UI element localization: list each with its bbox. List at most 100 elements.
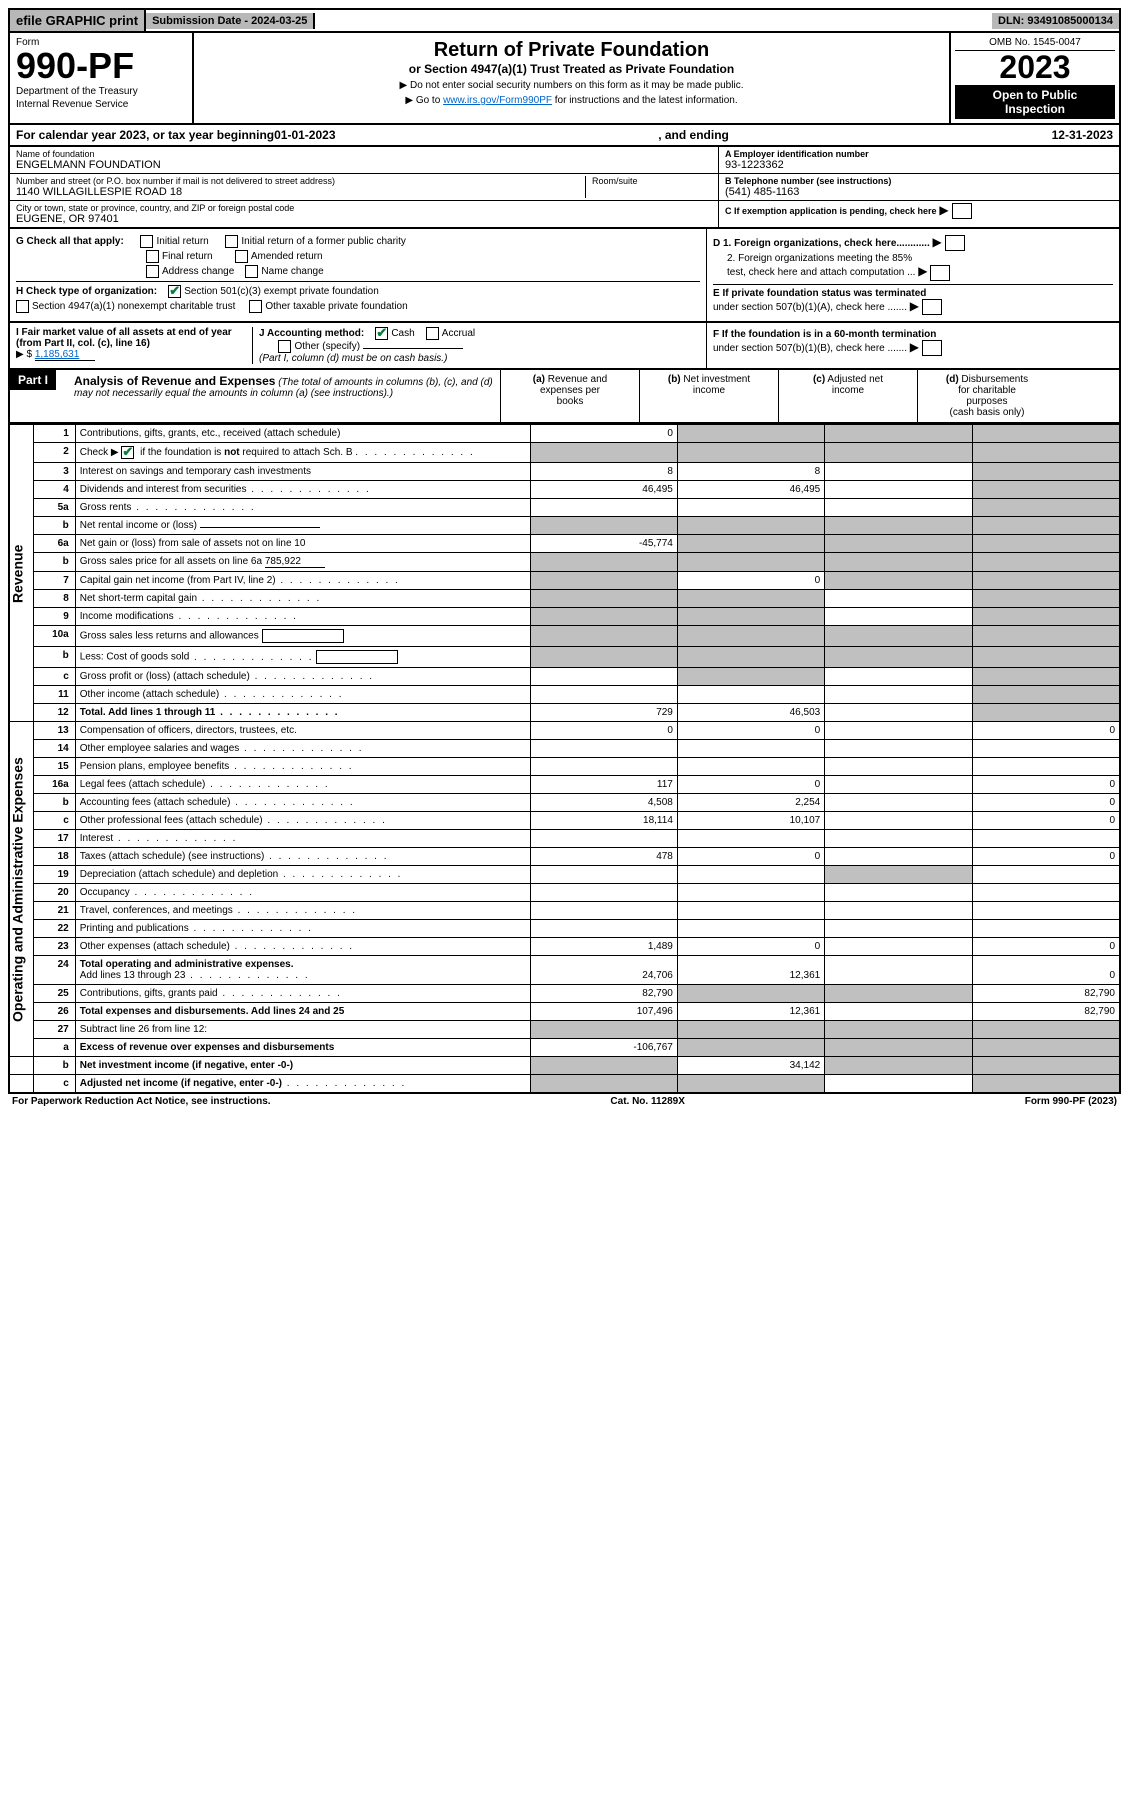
table-row: 9Income modifications <box>9 608 1120 626</box>
table-row: 8Net short-term capital gain <box>9 590 1120 608</box>
g-block: G Check all that apply: Initial return I… <box>10 229 706 321</box>
col-b-header: (b) Net investmentincome <box>639 370 778 422</box>
j-other-checkbox[interactable] <box>278 340 291 353</box>
table-row: bNet investment income (if negative, ent… <box>9 1057 1120 1075</box>
h-4947-checkbox[interactable] <box>16 300 29 313</box>
footer: For Paperwork Reduction Act Notice, see … <box>8 1094 1121 1109</box>
info-block: Name of foundation ENGELMANN FOUNDATION … <box>8 147 1121 229</box>
e-checkbox[interactable] <box>922 299 942 315</box>
open-inspection: Open to Public Inspection <box>955 85 1115 119</box>
section-i-j: I Fair market value of all assets at end… <box>8 323 1121 370</box>
c-checkbox[interactable] <box>952 203 972 219</box>
revenue-side-label: Revenue <box>9 425 34 722</box>
table-row: 21Travel, conferences, and meetings <box>9 902 1120 920</box>
col-c-header: (c) Adjusted netincome <box>778 370 917 422</box>
fmv-link[interactable]: 1,185,631 <box>35 349 95 361</box>
table-row: 6aNet gain or (loss) from sale of assets… <box>9 535 1120 553</box>
ein-cell: A Employer identification number 93-1223… <box>719 147 1119 174</box>
calendar-year-row: For calendar year 2023, or tax year begi… <box>8 125 1121 147</box>
table-row: bGross sales price for all assets on lin… <box>9 553 1120 572</box>
header-right: OMB No. 1545-0047 2023 Open to Public In… <box>949 33 1119 123</box>
table-row: 15Pension plans, employee benefits <box>9 758 1120 776</box>
j-accrual-checkbox[interactable] <box>426 327 439 340</box>
part1-title: Analysis of Revenue and Expenses (The to… <box>70 370 500 422</box>
h-other-checkbox[interactable] <box>249 300 262 313</box>
table-row: 12Total. Add lines 1 through 1172946,503 <box>9 704 1120 722</box>
footer-right: Form 990-PF (2023) <box>1025 1096 1117 1107</box>
table-row: 27Subtract line 26 from line 12: <box>9 1021 1120 1039</box>
table-row: Revenue 1 Contributions, gifts, grants, … <box>9 425 1120 443</box>
dln: DLN: 93491085000134 <box>992 13 1119 29</box>
table-row: 3Interest on savings and temporary cash … <box>9 463 1120 481</box>
col-a-header: (a) (a) Revenue and expenses per booksRe… <box>500 370 639 422</box>
info-left: Name of foundation ENGELMANN FOUNDATION … <box>10 147 718 227</box>
section-g-h: G Check all that apply: Initial return I… <box>8 229 1121 323</box>
arrow-icon: ▶ <box>933 235 942 249</box>
g-amended-checkbox[interactable] <box>235 250 248 263</box>
dept-irs: Internal Revenue Service <box>16 99 186 110</box>
g-final-checkbox[interactable] <box>146 250 159 263</box>
table-row: 18Taxes (attach schedule) (see instructi… <box>9 848 1120 866</box>
table-row: cGross profit or (loss) (attach schedule… <box>9 668 1120 686</box>
part1-header-row: Part I Analysis of Revenue and Expenses … <box>8 370 1121 424</box>
h-501c3-checkbox[interactable] <box>168 285 181 298</box>
header-center: Return of Private Foundation or Section … <box>194 33 949 123</box>
footer-left: For Paperwork Reduction Act Notice, see … <box>12 1096 271 1107</box>
g-initial-former-checkbox[interactable] <box>225 235 238 248</box>
table-row: 11Other income (attach schedule) <box>9 686 1120 704</box>
table-row: bNet rental income or (loss) <box>9 517 1120 535</box>
submission-date: Submission Date - 2024-03-25 <box>146 13 315 29</box>
form-number: 990-PF <box>16 48 186 84</box>
table-row: bLess: Cost of goods sold <box>9 647 1120 668</box>
main-table: Revenue 1 Contributions, gifts, grants, … <box>8 424 1121 1094</box>
arrow-icon: ▶ <box>910 299 919 313</box>
table-row: 16aLegal fees (attach schedule)11700 <box>9 776 1120 794</box>
address-cell: Number and street (or P.O. box number if… <box>10 174 718 201</box>
arrow-icon: ▶ <box>918 264 927 278</box>
form-title: Return of Private Foundation <box>200 39 943 62</box>
efile-label: efile GRAPHIC print <box>10 10 146 31</box>
f-checkbox[interactable] <box>922 340 942 356</box>
note-ssn: ▶ Do not enter social security numbers o… <box>200 80 943 91</box>
form-header: Form 990-PF Department of the Treasury I… <box>8 33 1121 125</box>
g-name-checkbox[interactable] <box>245 265 258 278</box>
col-d-header: (d) Disbursementsfor charitablepurposes(… <box>917 370 1056 422</box>
table-row: 17Interest <box>9 830 1120 848</box>
table-row: aExcess of revenue over expenses and dis… <box>9 1039 1120 1057</box>
l2-checkbox[interactable] <box>121 446 134 459</box>
form990pf-link[interactable]: www.irs.gov/Form990PF <box>443 95 552 106</box>
table-row: cOther professional fees (attach schedul… <box>9 812 1120 830</box>
header-left: Form 990-PF Department of the Treasury I… <box>10 33 194 123</box>
d1-checkbox[interactable] <box>945 235 965 251</box>
f-block: F If the foundation is in a 60-month ter… <box>706 323 1119 368</box>
table-row: 20Occupancy <box>9 884 1120 902</box>
d2-checkbox[interactable] <box>930 265 950 281</box>
table-row: 23Other expenses (attach schedule)1,4890… <box>9 938 1120 956</box>
table-row: bAccounting fees (attach schedule)4,5082… <box>9 794 1120 812</box>
d-e-block: D 1. Foreign organizations, check here..… <box>706 229 1119 321</box>
expenses-side-label: Operating and Administrative Expenses <box>9 722 34 1057</box>
dept-treasury: Department of the Treasury <box>16 86 186 97</box>
g-initial-checkbox[interactable] <box>140 235 153 248</box>
arrow-icon: ▶ <box>939 203 952 217</box>
arrow-icon: ▶ <box>910 340 919 354</box>
table-row: cAdjusted net income (if negative, enter… <box>9 1075 1120 1094</box>
c-cell: C If exemption application is pending, c… <box>719 201 1119 221</box>
table-row: 7Capital gain net income (from Part IV, … <box>9 572 1120 590</box>
table-row: 26Total expenses and disbursements. Add … <box>9 1003 1120 1021</box>
table-row: 25Contributions, gifts, grants paid82,79… <box>9 985 1120 1003</box>
table-row: Operating and Administrative Expenses 13… <box>9 722 1120 740</box>
form-subtitle: or Section 4947(a)(1) Trust Treated as P… <box>200 62 943 76</box>
foundation-name-cell: Name of foundation ENGELMANN FOUNDATION <box>10 147 718 174</box>
top-bar: efile GRAPHIC print Submission Date - 20… <box>8 8 1121 33</box>
j-cash-checkbox[interactable] <box>375 327 388 340</box>
table-row: 22Printing and publications <box>9 920 1120 938</box>
table-row: 4Dividends and interest from securities4… <box>9 481 1120 499</box>
table-row: 24Total operating and administrative exp… <box>9 956 1120 985</box>
tax-year: 2023 <box>955 51 1115 83</box>
note-link: ▶ Go to www.irs.gov/Form990PF for instru… <box>200 95 943 106</box>
phone-cell: B Telephone number (see instructions) (5… <box>719 174 1119 201</box>
g-addr-checkbox[interactable] <box>146 265 159 278</box>
i-j-block: I Fair market value of all assets at end… <box>10 323 706 368</box>
info-right: A Employer identification number 93-1223… <box>718 147 1119 227</box>
